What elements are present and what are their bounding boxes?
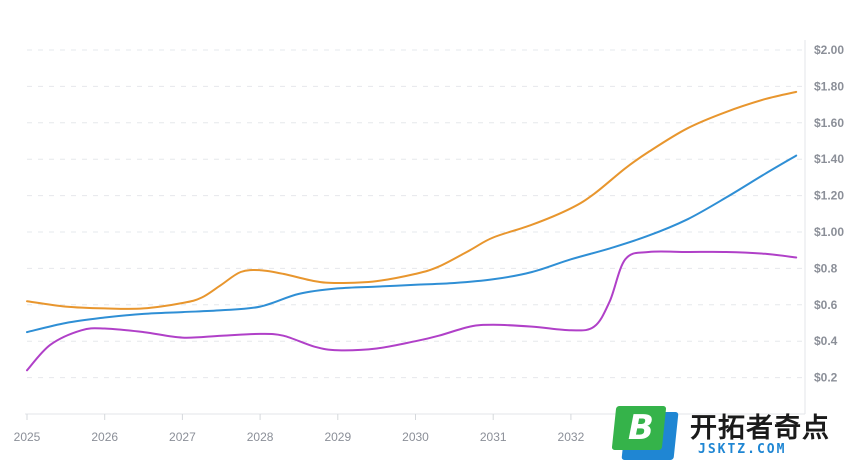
x-tick-label: 2027 — [169, 430, 196, 444]
y-tick-label: $0.6 — [814, 298, 838, 312]
series-line-1 — [26, 90, 798, 310]
y-axis-ticks: $2.00 $1.80 $1.60 $1.40 $1.20 $1.00 $0.8 $0.6 $0… — [814, 43, 844, 385]
y-tick-label: $0.2 — [814, 371, 838, 385]
y-tick-label: $1.40 — [814, 152, 844, 166]
y-tick-label: $1.80 — [814, 79, 844, 93]
x-tick-label: 2030 — [402, 430, 429, 444]
x-tick-label: 2032 — [558, 430, 585, 444]
gridlines — [27, 49, 805, 379]
watermark-badge-icon: B — [611, 404, 679, 460]
watermark-logo: B 开拓者奇点 JSKTZ.COM — [611, 402, 852, 462]
watermark-badge-letter: B — [628, 408, 654, 448]
y-tick-label: $2.00 — [814, 43, 844, 57]
series-line-2 — [26, 154, 798, 334]
y-tick-label: $1.60 — [814, 116, 844, 130]
y-tick-label: $1.00 — [814, 225, 844, 239]
watermark-subtitle: JSKTZ.COM — [698, 442, 787, 457]
x-tick-label: 2029 — [324, 430, 351, 444]
watermark-title: 开拓者奇点 — [690, 413, 830, 444]
series-line-3 — [26, 250, 798, 372]
x-tick-label: 2031 — [480, 430, 507, 444]
x-tick-label: 2028 — [247, 430, 274, 444]
series-lines — [26, 90, 798, 372]
y-tick-label: $1.20 — [814, 189, 844, 203]
y-tick-label: $0.4 — [814, 334, 838, 348]
x-tick-label: 2026 — [91, 430, 118, 444]
axes — [25, 40, 806, 415]
x-axis-ticks: 2025 2026 2027 2028 2029 2030 2031 2032 — [14, 414, 585, 444]
x-tick-label: 2025 — [14, 430, 41, 444]
y-tick-label: $0.8 — [814, 261, 838, 275]
